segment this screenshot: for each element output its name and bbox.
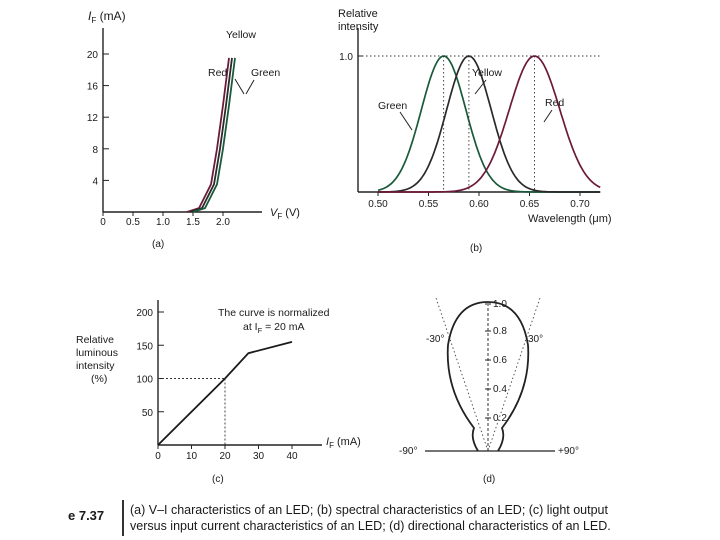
a-x-tick-label: 0.5 xyxy=(126,217,140,228)
caption-line-2: versus input current characteristics of … xyxy=(130,519,611,533)
c-note-2: at IF = 20 mA xyxy=(243,321,305,335)
c-y-label-2: luminous xyxy=(76,347,118,359)
c-x-tick-label: 40 xyxy=(286,451,298,462)
a-panel-label: (a) xyxy=(152,239,164,250)
b-legend-green: Green xyxy=(378,100,407,112)
a-y-tick-label: 12 xyxy=(87,113,99,124)
d-tick-label-06: 0.6 xyxy=(493,355,507,366)
c-x-tick-label: 10 xyxy=(186,451,198,462)
a-x-label: VF (V) xyxy=(270,207,300,221)
c-y-tick-label: 200 xyxy=(136,308,153,319)
caption-line-1: (a) V–I characteristics of an LED; (b) s… xyxy=(130,503,608,517)
d-ray-right xyxy=(487,297,541,452)
panel-b: 0.50 0.55 0.60 0.65 0.70 1.0 Relative intensi… xyxy=(338,8,612,254)
a-leader-green xyxy=(245,79,255,95)
b-x-label: Wavelength (μm) xyxy=(528,213,612,225)
d-radial-ticks: 0.2 0.4 0.6 0.8 1.0 xyxy=(485,299,507,424)
a-y-tick-label: 4 xyxy=(92,176,98,187)
b-curve-red xyxy=(378,55,601,193)
b-curves xyxy=(377,55,601,193)
b-legend-yellow: Yellow xyxy=(472,67,502,79)
b-x-tick-label: 0.50 xyxy=(368,199,388,210)
b-x-tick-label: 0.70 xyxy=(570,199,590,210)
c-y-tick-label: 50 xyxy=(142,408,154,419)
d-angle-right: 30° xyxy=(528,334,543,345)
b-panel-label: (b) xyxy=(470,243,482,254)
c-y-label-1: Relative xyxy=(76,334,114,346)
figure-caption: e 7.37 (a) V–I characteristics of an LED… xyxy=(68,498,708,538)
caption-divider xyxy=(122,500,124,536)
d-ray-left xyxy=(435,297,489,452)
c-x-label: IF (mA) xyxy=(326,436,361,450)
c-y-tick-label: 100 xyxy=(136,375,153,386)
a-legend-red: Red xyxy=(208,67,227,79)
a-curve-yellow xyxy=(189,57,233,213)
c-x-tick-label: 20 xyxy=(219,451,231,462)
b-x-tick-label: 0.55 xyxy=(419,199,439,210)
c-panel-label: (c) xyxy=(212,474,224,485)
d-panel-label: (d) xyxy=(483,474,495,485)
panel-c: 0 10 20 30 40 50 100 150 200 Relative luminous i… xyxy=(76,300,361,485)
a-x-tick-label: 1.5 xyxy=(186,217,200,228)
a-leader-red xyxy=(234,78,245,95)
a-y-tick-label: 20 xyxy=(87,50,99,61)
c-curve xyxy=(157,341,293,446)
b-legend-red: Red xyxy=(545,97,564,109)
d-tick-label-02: 0.2 xyxy=(493,413,507,424)
b-y-tick-label: 1.0 xyxy=(339,52,353,63)
a-y-tick-label: 16 xyxy=(87,82,99,93)
caption-text: (a) V–I characteristics of an LED; (b) s… xyxy=(130,502,611,534)
d-tick-label-10: 1.0 xyxy=(493,299,507,310)
a-curve-green xyxy=(192,57,236,213)
c-y-tick-label: 150 xyxy=(136,341,153,352)
a-curves xyxy=(186,57,236,213)
d-tick-label-04: 0.4 xyxy=(493,384,507,395)
figure-number: e 7.37 xyxy=(68,508,105,523)
a-legend-yellow: Yellow xyxy=(226,29,256,41)
b-ticks: 0.50 0.55 0.60 0.65 0.70 1.0 xyxy=(339,52,590,210)
a-y-label: IF (mA) xyxy=(88,9,126,25)
b-y-label-1: Relative xyxy=(338,8,378,20)
c-ticks: 0 10 20 30 40 50 100 150 200 xyxy=(136,308,298,462)
a-x-tick-label: 1.0 xyxy=(156,217,170,228)
panel-a: 0 0.5 1.0 1.5 2.0 4 8 12 16 20 IF (mA) VF (V) Yel… xyxy=(87,9,300,250)
a-x-tick-label: 2.0 xyxy=(216,217,230,228)
a-legend-green: Green xyxy=(251,67,280,79)
a-ticks: 0 0.5 1.0 1.5 2.0 4 8 12 16 20 xyxy=(87,50,231,228)
b-y-label-2: intensity xyxy=(338,21,379,33)
d-angle-right-90: +90° xyxy=(558,446,579,457)
c-y-label-4: (%) xyxy=(91,373,107,385)
b-curve-yellow xyxy=(378,55,601,193)
c-y-label-3: intensity xyxy=(76,360,115,372)
b-leader-yellow xyxy=(474,79,487,95)
panel-d: -30° 30° -90° +90° 0.2 0.4 0.6 0.8 1.0 (… xyxy=(399,297,579,485)
a-y-tick-label: 8 xyxy=(92,145,98,156)
b-x-tick-label: 0.65 xyxy=(520,199,540,210)
c-x-tick-label: 30 xyxy=(253,451,265,462)
c-x-tick-label: 0 xyxy=(155,451,161,462)
d-radiation-pattern xyxy=(446,301,530,452)
c-note-1: The curve is normalized xyxy=(218,307,330,319)
d-tick-label-08: 0.8 xyxy=(493,326,507,337)
b-leader-red xyxy=(543,109,553,123)
b-x-tick-label: 0.60 xyxy=(469,199,489,210)
d-angle-left-90: -90° xyxy=(399,446,417,457)
a-curve-red xyxy=(186,57,230,213)
a-x-tick-label: 0 xyxy=(100,217,106,228)
d-angle-left: -30° xyxy=(426,334,444,345)
b-leader-green xyxy=(399,111,413,131)
c-curves xyxy=(157,341,293,446)
